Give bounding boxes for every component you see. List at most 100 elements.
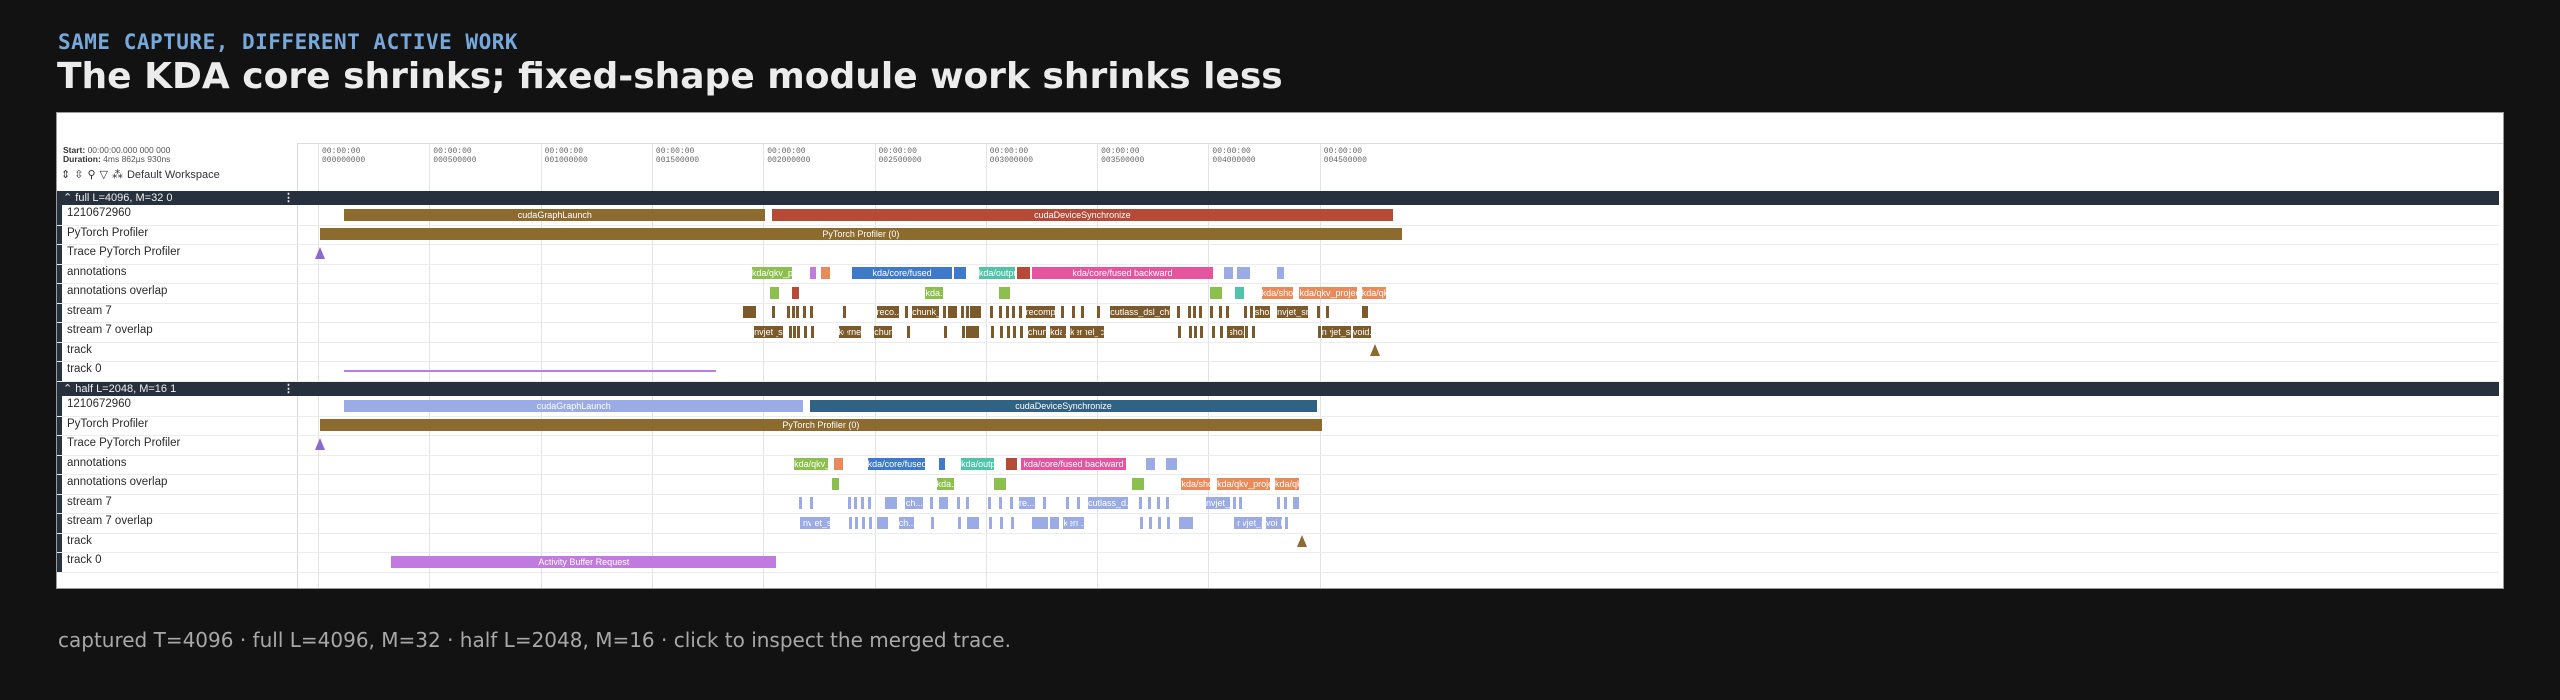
kernel-overlap-slice[interactable] bbox=[1200, 325, 1204, 338]
kernel-overlap-slice[interactable] bbox=[1000, 325, 1004, 338]
kernel-slice[interactable] bbox=[1283, 497, 1287, 509]
kebab-menu-icon[interactable]: ⋮ bbox=[283, 192, 294, 204]
kernel-overlap-slice[interactable] bbox=[957, 516, 961, 529]
cuda-graph-launch-bar[interactable]: cudaGraphLaunch bbox=[344, 399, 804, 412]
activity-buffer-request-bar[interactable]: Activity Buffer Request bbox=[391, 555, 777, 568]
annotation-slice[interactable]: kda/output... bbox=[961, 458, 995, 470]
caption-link[interactable]: captured T=4096 · full L=4096, M=32 · ha… bbox=[58, 628, 1011, 652]
kernel-slice[interactable] bbox=[787, 306, 791, 318]
track-marker-icon[interactable] bbox=[1296, 535, 1307, 547]
track-label[interactable]: track bbox=[67, 343, 92, 356]
annotation-overlap-slice[interactable] bbox=[1210, 286, 1222, 299]
kernel-slice[interactable]: ch... bbox=[905, 497, 924, 509]
kernel-overlap-slice[interactable] bbox=[1251, 325, 1255, 338]
kernel-overlap-slice[interactable]: void... bbox=[1266, 516, 1282, 529]
kernel-slice[interactable] bbox=[1139, 497, 1143, 509]
kernel-slice[interactable] bbox=[771, 306, 775, 318]
kernel-slice[interactable] bbox=[867, 497, 871, 509]
annotation-slice[interactable]: kda/qkv_pro... bbox=[751, 267, 792, 279]
kernel-slice[interactable] bbox=[1065, 497, 1069, 509]
kernel-slice[interactable] bbox=[998, 306, 1002, 318]
kernel-overlap-slice[interactable] bbox=[1077, 516, 1081, 529]
kebab-menu-icon[interactable]: ⋮ bbox=[283, 383, 294, 395]
track-label[interactable]: annotations overlap bbox=[67, 476, 168, 488]
annotation-slice[interactable]: kda/core/fused backward bbox=[1032, 267, 1213, 279]
track-label[interactable]: PyTorch Profiler bbox=[67, 226, 149, 239]
kernel-slice[interactable] bbox=[860, 497, 864, 509]
annotation-slice[interactable]: kda/core/fused bbox=[867, 458, 926, 470]
kernel-overlap-slice[interactable] bbox=[1240, 516, 1244, 529]
annotation-overlap-slice[interactable]: kda/qk... bbox=[1361, 286, 1387, 299]
kernel-slice[interactable] bbox=[929, 497, 933, 509]
trace-marker-icon[interactable] bbox=[315, 246, 325, 259]
kernel-slice[interactable] bbox=[1219, 306, 1223, 318]
track-group-header[interactable]: ⌃ half L=2048, M=16 1 ⋮ bbox=[57, 382, 2499, 396]
kernel-slice[interactable]: chunk_... bbox=[912, 306, 939, 318]
collapse-all-icon[interactable]: ⇳ bbox=[74, 169, 84, 181]
kernel-slice[interactable] bbox=[1188, 306, 1192, 318]
workspace-selector[interactable]: Default Workspace bbox=[126, 168, 220, 181]
kernel-overlap-slice[interactable] bbox=[788, 325, 792, 338]
kernel-slice[interactable] bbox=[1225, 306, 1229, 318]
kernel-slice[interactable] bbox=[1326, 306, 1330, 318]
kernel-overlap-slice[interactable] bbox=[868, 516, 872, 529]
annotation-slice[interactable]: kda/core/fused backward bbox=[1021, 458, 1126, 470]
cuda-device-sync-bar[interactable]: cudaDeviceSynchronize bbox=[809, 399, 1318, 412]
track-label[interactable]: annotations bbox=[67, 456, 127, 469]
annotation-overlap-slice[interactable]: kda/shor... bbox=[1181, 477, 1211, 490]
track-label[interactable]: 1210672960 bbox=[67, 398, 131, 410]
kernel-slice[interactable] bbox=[803, 306, 807, 318]
track-label[interactable]: stream 7 overlap bbox=[67, 515, 153, 527]
kernel-slice[interactable] bbox=[809, 497, 813, 509]
kernel-slice[interactable] bbox=[947, 306, 957, 318]
kernel-overlap-slice[interactable]: nvjet_sm... bbox=[754, 325, 783, 338]
cuda-device-sync-bar[interactable]: cudaDeviceSynchronize bbox=[771, 208, 1393, 221]
annotation-overlap-slice[interactable]: kda/short... bbox=[1261, 286, 1293, 299]
kernel-slice[interactable] bbox=[1239, 497, 1243, 509]
kernel-slice[interactable] bbox=[1043, 497, 1047, 509]
kernel-overlap-slice[interactable] bbox=[967, 516, 979, 529]
annotation-slice[interactable] bbox=[1016, 267, 1031, 279]
filter-icon[interactable]: ▽ bbox=[99, 169, 108, 181]
activity-line[interactable] bbox=[344, 370, 717, 372]
kernel-slice[interactable] bbox=[847, 497, 851, 509]
kernel-slice[interactable]: nvjet_sm... bbox=[1277, 306, 1309, 318]
kernel-slice[interactable] bbox=[1061, 306, 1065, 318]
pin-icon[interactable]: ⚲ bbox=[87, 169, 96, 181]
kernel-overlap-slice[interactable] bbox=[1000, 516, 1004, 529]
annotation-slice[interactable]: kda/qkv_pr... bbox=[794, 458, 828, 470]
kernel-overlap-slice[interactable] bbox=[772, 325, 776, 338]
annotation-slice[interactable] bbox=[809, 267, 817, 279]
kernel-overlap-slice[interactable] bbox=[810, 325, 814, 338]
kernel-overlap-slice[interactable]: nvjet_sm... bbox=[1321, 325, 1351, 338]
annotation-overlap-slice[interactable] bbox=[994, 477, 1006, 490]
track-marker-icon[interactable] bbox=[1370, 344, 1381, 356]
kernel-slice[interactable] bbox=[956, 497, 960, 509]
pytorch-profiler-bar[interactable]: PyTorch Profiler (0) bbox=[320, 228, 1402, 240]
kernel-slice[interactable] bbox=[1165, 497, 1169, 509]
kernel-overlap-slice[interactable] bbox=[931, 516, 935, 529]
pytorch-profiler-bar[interactable]: PyTorch Profiler (0) bbox=[320, 419, 1322, 431]
kernel-overlap-slice[interactable] bbox=[1158, 516, 1162, 529]
track-label[interactable]: 1210672960 bbox=[67, 207, 131, 219]
kernel-slice[interactable]: reco... bbox=[876, 306, 899, 318]
kernel-slice[interactable] bbox=[990, 306, 994, 318]
annotation-slice[interactable] bbox=[820, 267, 830, 279]
kernel-overlap-slice[interactable] bbox=[844, 325, 848, 338]
kernel-overlap-slice[interactable] bbox=[1044, 516, 1048, 529]
kernel-overlap-slice[interactable] bbox=[1066, 516, 1070, 529]
kernel-overlap-slice[interactable] bbox=[1082, 325, 1086, 338]
kernel-overlap-slice[interactable] bbox=[1244, 325, 1248, 338]
kernel-slice[interactable] bbox=[905, 306, 909, 318]
kernel-overlap-slice[interactable]: void... bbox=[1352, 325, 1371, 338]
kernel-overlap-slice[interactable] bbox=[1318, 325, 1322, 338]
kernel-overlap-slice[interactable] bbox=[1149, 516, 1153, 529]
kernel-overlap-slice[interactable]: kerne... bbox=[838, 325, 861, 338]
track-label[interactable]: Trace PyTorch Profiler bbox=[67, 437, 181, 449]
kernel-slice[interactable] bbox=[791, 306, 795, 318]
annotation-slice[interactable] bbox=[1237, 267, 1251, 279]
annotation-overlap-slice[interactable]: kda/qk... bbox=[1274, 477, 1300, 490]
track-group-header[interactable]: ⌃ full L=4096, M=32 0 ⋮ bbox=[57, 191, 2499, 205]
kernel-slice[interactable] bbox=[1010, 497, 1014, 509]
track-label[interactable]: track bbox=[67, 534, 92, 547]
